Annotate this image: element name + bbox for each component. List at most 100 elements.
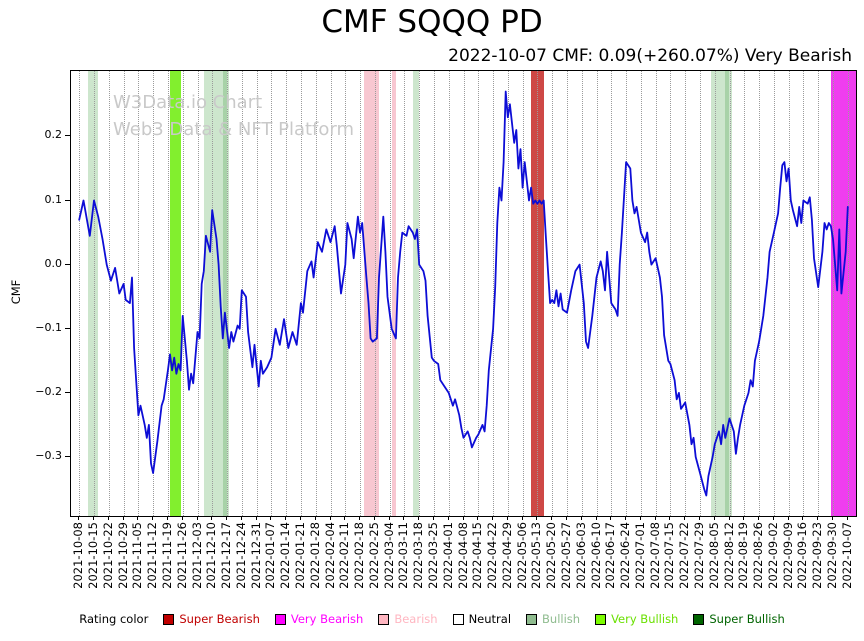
- x-tick-mark: [447, 516, 449, 520]
- x-tick-mark: [270, 516, 272, 520]
- x-tick-label: 2022-03-04: [381, 522, 396, 589]
- x-tick-mark: [832, 516, 833, 520]
- x-tick-label: 2022-08-05: [706, 522, 721, 589]
- x-tick-label: 2022-07-22: [677, 522, 692, 589]
- x-tick-label: 2022-06-03: [573, 522, 588, 589]
- x-tick-mark: [684, 516, 686, 520]
- x-tick-mark: [78, 516, 80, 520]
- x-tick-mark: [699, 516, 700, 520]
- legend-item-super-bullish: Super Bullish: [693, 612, 785, 626]
- x-tick-label: 2022-06-17: [603, 522, 618, 589]
- x-tick-label: 2021-12-24: [233, 522, 248, 589]
- x-tick-mark: [152, 516, 154, 520]
- gridline: [626, 71, 628, 516]
- gridline: [345, 71, 347, 516]
- x-tick-mark: [802, 516, 804, 520]
- gridline: [374, 71, 376, 516]
- x-tick-mark: [255, 516, 257, 520]
- rating-band-bearish: [391, 71, 396, 516]
- rating-band-bullish: [87, 71, 99, 516]
- gridline: [256, 71, 258, 516]
- legend-label-bearish: Bearish: [394, 612, 438, 626]
- x-tick-mark: [521, 516, 523, 520]
- x-tick-label: 2021-12-10: [204, 522, 219, 589]
- x-tick-label: 2022-01-14: [278, 522, 293, 589]
- x-tick-label: 2022-04-01: [440, 522, 455, 589]
- legend-item-bullish: Bullish: [526, 612, 580, 626]
- x-tick-label: 2021-12-17: [219, 522, 233, 589]
- gridline: [847, 71, 849, 516]
- y-tick-mark: [65, 391, 70, 393]
- legend-label-super-bearish: Super Bearish: [179, 612, 260, 626]
- x-tick-mark: [403, 516, 405, 520]
- x-tick-mark: [713, 516, 715, 520]
- rating-band-very-bullish: [170, 71, 181, 516]
- watermark-line2: Web3 Data & NFT Platform: [113, 119, 355, 140]
- x-tick-mark: [566, 516, 567, 520]
- legend-label-bullish: Bullish: [542, 612, 581, 626]
- x-tick-mark: [359, 516, 360, 520]
- gridline: [611, 71, 613, 516]
- x-tick-label: 2021-10-08: [71, 522, 86, 589]
- gridline: [433, 71, 435, 516]
- x-tick-mark: [580, 516, 582, 520]
- gridline: [463, 71, 465, 516]
- gridline: [300, 71, 302, 516]
- x-tick-mark: [462, 516, 464, 520]
- x-tick-mark: [432, 516, 434, 520]
- gridline: [315, 71, 317, 516]
- x-tick-label: 2021-10-29: [115, 522, 130, 589]
- x-tick-mark: [314, 516, 316, 520]
- y-tick-mark: [65, 456, 70, 457]
- legend-item-very-bearish: Very Bearish: [274, 612, 363, 626]
- gridline: [714, 71, 716, 516]
- gridline: [833, 71, 834, 516]
- x-tick-mark: [595, 516, 597, 520]
- chart-title: CMF SQQQ PD: [321, 4, 543, 40]
- x-tick-mark: [226, 516, 227, 520]
- plot-area: W3Data.io Chart Web3 Data & NFT Platform: [70, 70, 857, 517]
- x-tick-mark: [743, 516, 745, 520]
- x-tick-label: 2021-11-19: [159, 522, 174, 589]
- y-tick-label: −0.2: [35, 384, 62, 398]
- rating-band-bullish: [222, 71, 227, 516]
- x-tick-label: 2022-09-09: [780, 522, 795, 589]
- gridline: [227, 71, 228, 516]
- x-tick-mark: [166, 516, 168, 520]
- legend-title: Rating color: [79, 612, 149, 626]
- x-tick-mark: [299, 516, 301, 520]
- gridline: [552, 71, 554, 516]
- legend-item-bearish: Bearish: [378, 612, 438, 626]
- x-tick-mark: [211, 516, 213, 520]
- gridline: [79, 71, 81, 516]
- x-tick-label: 2022-02-25: [366, 522, 381, 589]
- gridline: [478, 71, 480, 516]
- legend-swatch-very-bullish: [595, 613, 607, 625]
- x-tick-mark: [107, 516, 109, 520]
- x-tick-label: 2021-12-03: [189, 522, 204, 589]
- x-tick-label: 2021-10-15: [86, 522, 100, 589]
- gridline: [167, 71, 169, 516]
- gridline: [685, 71, 687, 516]
- y-tick-label: 0.0: [44, 256, 63, 270]
- x-tick-label: 2022-07-08: [647, 522, 662, 589]
- legend-swatch-super-bearish: [163, 613, 175, 625]
- legend-item-super-bearish: Super Bearish: [163, 612, 260, 626]
- gridline: [759, 71, 761, 516]
- x-tick-mark: [196, 516, 198, 520]
- legend-item-very-bullish: Very Bullish: [595, 612, 678, 626]
- gridline: [271, 71, 273, 516]
- x-tick-label: 2021-11-12: [145, 522, 160, 589]
- legend-swatch-neutral: [452, 613, 464, 625]
- gridline: [94, 71, 95, 516]
- gridline: [212, 71, 214, 516]
- gridline: [640, 71, 642, 516]
- gridline: [596, 71, 598, 516]
- watermark-line1: W3Data.io Chart: [113, 92, 263, 113]
- x-tick-label: 2022-02-11: [337, 522, 352, 589]
- x-tick-mark: [817, 516, 819, 520]
- x-tick-label: 2022-01-28: [307, 522, 322, 589]
- x-tick-label: 2022-07-15: [662, 522, 677, 589]
- x-tick-label: 2022-03-11: [396, 522, 411, 589]
